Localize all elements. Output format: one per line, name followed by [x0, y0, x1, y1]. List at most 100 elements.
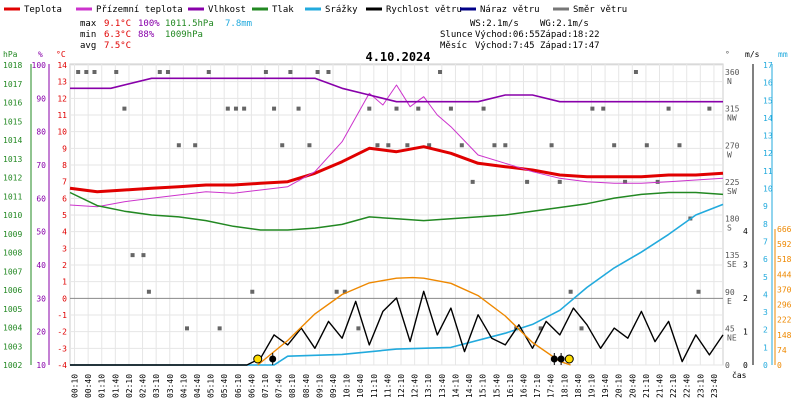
x-tick-label: 23:10: [696, 374, 705, 398]
wind-direction-point: [114, 70, 119, 74]
direction-tick-label: 360: [725, 68, 740, 77]
moon-rise: Východ:7:45: [475, 41, 535, 51]
x-tick-label: 13:10: [424, 374, 433, 398]
x-tick-label: 18:10: [560, 374, 569, 398]
x-tick-label: 20:40: [628, 374, 637, 398]
wind-direction-point: [307, 143, 312, 148]
temperature-tick-label: 9: [62, 144, 67, 153]
wind-direction-point: [280, 143, 285, 148]
x-tick-label: 11:40: [383, 374, 392, 398]
wind-direction-point: [470, 179, 475, 184]
rain-tick-label: 222: [777, 316, 792, 325]
wind-direction-point: [707, 106, 712, 111]
x-tick-label: 10:40: [356, 374, 365, 398]
wind-direction-point: [334, 289, 339, 294]
wind-direction-point: [84, 70, 89, 74]
x-tick-label: 18:40: [574, 374, 583, 398]
direction-tick-label: 315: [725, 105, 740, 114]
speed-tick-label: 0: [763, 361, 768, 370]
unit-ms: m/s: [745, 50, 760, 59]
legend-label-3: Tlak: [272, 5, 294, 15]
wind-direction-point: [427, 143, 432, 148]
rain-tick-label: 666: [777, 225, 792, 234]
speed-tick-label: 6: [763, 255, 768, 264]
x-tick-label: 21:10: [642, 374, 651, 398]
legend-label-7: Směr větru: [573, 5, 627, 15]
x-tick-label: 00:10: [71, 374, 80, 398]
pressure-tick-label: 1004: [3, 324, 22, 333]
pressure-tick-label: 1002: [3, 361, 22, 370]
direction-name-label: SW: [727, 187, 737, 196]
x-tick-label: 03:10: [152, 374, 161, 398]
x-tick-label: 20:10: [615, 374, 624, 398]
speed-tick-label: 12: [763, 149, 773, 158]
wind-direction-point: [225, 106, 230, 111]
direction-tick-label: 90: [725, 288, 735, 297]
x-tick-label: 15:40: [492, 374, 501, 398]
series-line-slunce: [257, 276, 571, 366]
x-tick-label: 23:40: [710, 374, 719, 398]
wind-direction-point: [326, 70, 331, 74]
wind-direction-point: [666, 106, 671, 111]
wind-direction-point: [165, 70, 170, 74]
speed-tick-label: 5: [763, 273, 768, 282]
wind-direction-point: [448, 106, 453, 111]
x-tick-label: 14:40: [465, 374, 474, 398]
temperature-tick-label: 3: [62, 244, 67, 253]
humidity-tick-label: 20: [36, 328, 46, 337]
rain-tick-label: 592: [777, 240, 792, 249]
stats-avg-label: avg: [80, 41, 96, 51]
wind-direction-point: [405, 143, 410, 148]
temperature-tick-label: 7: [62, 178, 67, 187]
wind-speed-info: WS:2.1m/s: [470, 19, 519, 29]
wind-direction-point: [623, 179, 628, 184]
wind-direction-point: [242, 106, 247, 111]
wind-direction-point: [375, 143, 380, 148]
x-tick-label: 02:10: [125, 374, 134, 398]
x-tick-label: 07:10: [261, 374, 270, 398]
wind-tick-label: 3: [743, 261, 748, 270]
x-tick-label: 07:40: [275, 374, 284, 398]
speed-tick-label: 8: [763, 220, 768, 229]
wind-direction-point: [696, 289, 701, 294]
temperature-tick-label: 13: [57, 78, 67, 87]
wind-direction-point: [342, 289, 347, 294]
wind-direction-point: [503, 143, 508, 148]
pressure-tick-label: 1003: [3, 342, 22, 351]
wind-direction-point: [176, 143, 181, 148]
wind-direction-point: [549, 143, 554, 148]
wind-direction-point: [193, 143, 198, 148]
temperature-tick-label: -4: [57, 361, 67, 370]
direction-name-label: E: [727, 297, 732, 306]
pressure-tick-label: 1016: [3, 99, 22, 108]
wind-direction-point: [288, 70, 293, 74]
wind-direction-point: [157, 70, 162, 74]
humidity-tick-label: 60: [36, 194, 46, 203]
pressure-tick-label: 1008: [3, 249, 22, 258]
stats-avg-temp: 7.5°C: [104, 41, 131, 51]
temperature-tick-label: -1: [57, 311, 67, 320]
sun-rise: Východ:06:55: [475, 30, 540, 40]
rain-tick-label: 444: [777, 270, 792, 279]
x-tick-label: 11:10: [370, 374, 379, 398]
x-tick-label: 10:10: [343, 374, 352, 398]
x-tick-label: 17:40: [547, 374, 556, 398]
wind-tick-label: 2: [743, 294, 748, 303]
wind-direction-point: [356, 326, 361, 331]
direction-name-label: NE: [727, 333, 737, 342]
x-tick-label: 13:40: [438, 374, 447, 398]
wind-direction-point: [492, 143, 497, 148]
rain-tick-label: 74: [777, 346, 787, 355]
wind-direction-point: [601, 106, 606, 111]
wind-direction-point: [76, 70, 81, 74]
temperature-tick-label: 5: [62, 211, 67, 220]
direction-tick-label: 45: [725, 324, 735, 333]
direction-name-label: W: [727, 150, 732, 159]
x-tick-label: 04:40: [193, 374, 202, 398]
moon-label: Měsíc: [440, 41, 467, 51]
speed-tick-label: 11: [763, 167, 773, 176]
plot-area: [69, 70, 724, 366]
x-tick-label: 06:40: [247, 374, 256, 398]
speed-tick-label: 17: [763, 61, 773, 70]
direction-name-label: SE: [727, 260, 737, 269]
